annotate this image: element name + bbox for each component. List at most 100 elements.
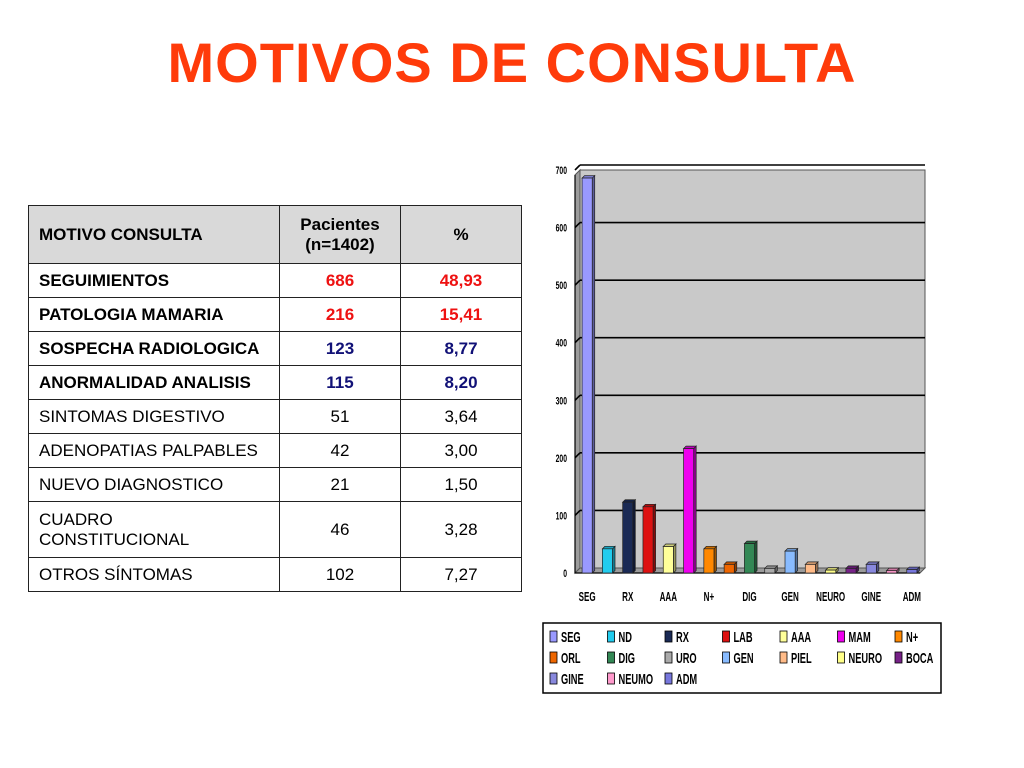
bar-top <box>824 567 840 571</box>
table-row: SEGUIMIENTOS 686 48,93 <box>28 263 522 298</box>
bar-top <box>743 540 758 544</box>
cell-pacientes: 123 <box>279 331 401 366</box>
legend-label: ND <box>619 629 632 646</box>
gridline <box>574 337 581 344</box>
bar-front <box>886 570 897 574</box>
cell-pacientes: 686 <box>279 263 401 298</box>
header-pacientes-line2: (n=1402) <box>305 234 375 254</box>
table-row: OTROS SÍNTOMAS 102 7,27 <box>28 557 522 592</box>
bar-top <box>601 545 616 550</box>
cell-motivo: OTROS SÍNTOMAS <box>28 557 280 592</box>
bar-top <box>804 561 819 565</box>
bar-front <box>642 506 654 574</box>
table-row: SINTOMAS DIGESTIVO 51 3,64 <box>28 399 522 434</box>
bar-gen <box>784 547 799 574</box>
bar-front <box>683 448 695 574</box>
legend-swatch <box>549 651 558 664</box>
table-row: CUADRO CONSTITUCIONAL 46 3,28 <box>28 501 522 558</box>
bar-side <box>673 543 677 574</box>
x-tick-label: AAA <box>660 590 678 604</box>
bar-front <box>804 564 816 574</box>
header-pacientes-line1: Pacientes <box>300 214 380 234</box>
bar-top <box>621 499 637 503</box>
legend-label: NEURO <box>849 650 883 667</box>
cell-pacientes: 51 <box>279 399 401 434</box>
cell-motivo: NUEVO DIAGNOSTICO <box>28 467 280 502</box>
x-tick-label: SEG <box>579 590 596 604</box>
header-percent: % <box>400 205 522 264</box>
gridline <box>574 394 581 401</box>
cell-percent: 3,28 <box>400 501 522 558</box>
legend-label: NEUMO <box>619 671 654 688</box>
bar-front <box>906 569 918 574</box>
bar-gine <box>865 561 880 574</box>
bar-orl <box>723 561 738 574</box>
cell-percent: 1,50 <box>400 467 522 502</box>
bar-uro <box>763 565 779 574</box>
legend-swatch <box>894 651 903 664</box>
bar-front <box>662 546 674 574</box>
bar-side <box>591 174 596 574</box>
legend-label: GEN <box>734 650 754 667</box>
bar-top <box>662 543 677 547</box>
legend-swatch <box>837 630 845 643</box>
bar-neuro <box>824 566 840 574</box>
y-tick-label: 200 <box>556 452 567 464</box>
legend-swatch <box>779 651 788 664</box>
x-tick-label: GINE <box>861 590 881 604</box>
cell-motivo: SINTOMAS DIGESTIVO <box>28 399 280 434</box>
bar-front <box>622 501 634 574</box>
y-tick-label: 100 <box>556 510 567 522</box>
bar-chart: 0 100 200 300 400 500 600 700 SEG RX AAA N+ DIG GEN NE… <box>556 164 927 605</box>
legend-swatch <box>722 630 730 643</box>
bar-lab <box>642 503 657 574</box>
page-title: MOTIVOS DE CONSULTA <box>167 31 857 94</box>
legend-label: DIG <box>619 650 636 667</box>
legend-swatch <box>607 630 615 643</box>
bar-piel <box>804 561 819 574</box>
legend-label: RX <box>676 629 689 646</box>
bar-front <box>581 177 593 574</box>
cell-pacientes: 21 <box>279 467 401 502</box>
bar-top <box>723 561 738 565</box>
legend-label: URO <box>676 650 697 667</box>
table-row: SOSPECHA RADIOLOGICA 123 8,77 <box>28 331 522 366</box>
legend-swatch <box>664 651 673 664</box>
x-tick-label: GEN <box>781 590 799 604</box>
bar-top <box>784 548 799 552</box>
bar-nd <box>601 545 616 574</box>
bar-dig <box>743 540 758 574</box>
cell-percent: 3,64 <box>400 399 522 434</box>
bar-front <box>764 568 776 574</box>
bar-front <box>784 550 796 574</box>
bar-side <box>794 547 799 574</box>
cell-pacientes: 115 <box>279 365 401 400</box>
plot-background <box>579 169 926 569</box>
table-row: ADENOPATIAS PALPABLES 42 3,00 <box>28 433 522 468</box>
legend-swatch <box>837 651 845 664</box>
cell-motivo: CUADRO CONSTITUCIONAL <box>28 501 280 558</box>
cell-percent: 15,41 <box>400 297 522 332</box>
table-header-row: MOTIVO CONSULTA Pacientes (n=1402) % <box>28 205 522 264</box>
cell-pacientes: 46 <box>279 501 401 558</box>
bar-top <box>905 566 921 570</box>
cell-percent: 7,27 <box>400 557 522 592</box>
bar-side <box>754 540 758 574</box>
legend-label: BOCA <box>906 650 933 667</box>
cell-motivo-line2: CONSTITUCIONAL <box>39 529 190 549</box>
legend-label: MAM <box>849 629 871 646</box>
legend-swatch <box>779 630 788 643</box>
bar-side <box>693 445 697 574</box>
bar-top <box>845 565 860 569</box>
cell-pacientes: 102 <box>279 557 401 592</box>
bar-front <box>865 564 877 574</box>
bar-front <box>825 569 837 574</box>
x-tick-label: DIG <box>742 590 756 604</box>
gridline <box>574 452 581 459</box>
y-tick-label: 600 <box>556 222 567 234</box>
y-tick-label: 700 <box>556 164 567 176</box>
cell-percent: 3,00 <box>400 433 522 468</box>
x-tick-label: RX <box>622 590 634 604</box>
cell-percent: 48,93 <box>400 263 522 298</box>
legend-label: LAB <box>734 629 753 646</box>
